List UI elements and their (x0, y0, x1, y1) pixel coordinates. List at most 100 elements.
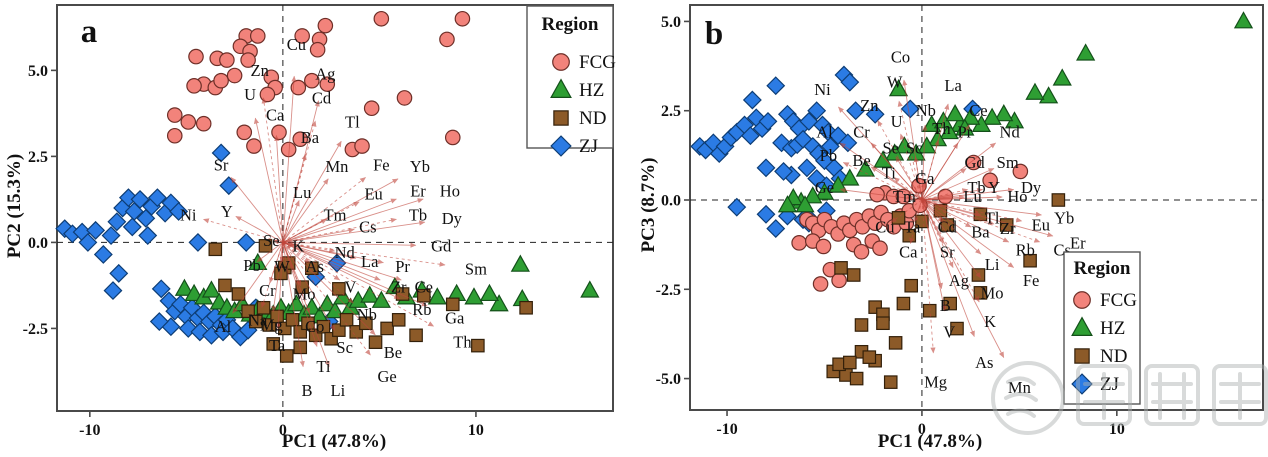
data-point-zj (211, 143, 231, 163)
data-point-zj (169, 201, 189, 221)
watermark-graphic (991, 361, 1268, 435)
data-point-fcg (166, 127, 183, 144)
data-point-fcg (219, 52, 235, 68)
element-label-ce: Ce (415, 278, 433, 297)
data-point-zj (107, 212, 127, 232)
element-label-tm: Tm (893, 187, 916, 206)
element-label-zr: Zr (1000, 219, 1016, 238)
nd-legend-marker (553, 110, 569, 126)
loading-arrow-ho (921, 194, 1003, 201)
loading-arrow-w (897, 100, 923, 201)
data-point-zj (758, 111, 778, 131)
data-point-hz (777, 195, 798, 213)
element-label-ba: Ba (971, 223, 990, 242)
x-tick-label: 10 (468, 422, 484, 439)
zj-legend-marker (550, 135, 572, 157)
loading-arrow-al (839, 142, 923, 201)
legend-title: Region (542, 14, 599, 35)
loading-arrow-ce (282, 241, 402, 281)
data-point-fcg (236, 124, 253, 141)
data-point-fcg (304, 72, 320, 89)
legend: Region FCG HZ ND ZJ (1063, 251, 1141, 405)
data-point-nd (471, 338, 485, 353)
data-point-fcg (292, 131, 309, 147)
data-point-zj (756, 158, 776, 178)
y-axis-title: PC3 (8.7%) (638, 158, 659, 253)
data-point-hz (917, 136, 937, 154)
element-label-cr: Cr (259, 281, 276, 300)
legend-label-zj: ZJ (1100, 374, 1119, 395)
element-label-y: Y (988, 178, 1000, 197)
element-label-as: As (306, 257, 324, 276)
data-point-nd (368, 335, 383, 349)
element-label-u: U (244, 85, 256, 104)
panel-b: Co W La Ni Zn Nb Ce U Al Cr Th Pr Nd Pb Be Se Sc Gd Sm Ti Ga… (638, 4, 1264, 452)
element-label-cd: Cd (938, 217, 958, 236)
data-point-nd (896, 296, 911, 311)
loading-arrow-mg (921, 199, 936, 354)
data-point-fcg (317, 17, 334, 34)
fcg-legend-marker (552, 53, 570, 71)
legend-label-nd: ND (1100, 346, 1127, 367)
element-label-sc: Sc (336, 338, 353, 357)
data-point-nd (258, 239, 273, 253)
element-label-pb: Pb (820, 146, 837, 165)
data-point-zj (130, 189, 150, 209)
data-point-zj (103, 281, 123, 301)
data-point-zj (178, 318, 198, 338)
data-point-hz (982, 107, 1002, 125)
loading-arrow-yb (921, 199, 1042, 217)
data-point-zj (138, 226, 158, 245)
element-label-yb: Yb (410, 157, 430, 176)
element-label-la: La (361, 252, 379, 271)
data-point-fcg (982, 172, 998, 189)
loading-arrow-pr (921, 142, 959, 201)
loading-arrow-b (282, 242, 305, 368)
loading-arrow-ca (274, 134, 284, 243)
data-point-hz (961, 107, 981, 125)
element-label-ni: Ni (180, 205, 197, 224)
y-tick-label: 2.5 (28, 149, 48, 166)
data-point-nd (834, 261, 848, 275)
loading-arrow-u (253, 117, 284, 243)
loading-arrow-rb (921, 199, 1010, 243)
element-label-ca: Ca (899, 242, 918, 261)
data-point-fcg (373, 10, 390, 27)
data-point-fcg (290, 79, 307, 96)
element-label-w: W (274, 257, 290, 276)
element-label-ca: Ca (266, 106, 285, 125)
data-point-fcg (259, 86, 276, 103)
data-point-hz (873, 150, 893, 168)
loading-arrow-ho (282, 198, 424, 243)
loading-arrow-th (282, 242, 435, 327)
element-label-na: Na (248, 310, 268, 329)
loading-arrow-pr (282, 241, 384, 265)
element-label-be: Be (852, 151, 870, 170)
data-point-nd (249, 314, 263, 329)
data-point-fcg (831, 272, 847, 289)
y-tick-label: 2.5 (661, 103, 681, 120)
element-label-pr: Pr (395, 257, 410, 276)
data-point-fcg (812, 276, 829, 292)
element-label-al: Al (816, 123, 833, 142)
data-point-fcg (226, 67, 243, 84)
data-point-hz (888, 79, 909, 97)
element-label-v: V (344, 278, 356, 297)
element-label-nb: Nb (916, 101, 936, 120)
element-label-u: U (891, 112, 903, 131)
data-point-zj (109, 263, 129, 283)
fcg-legend-marker (1073, 291, 1091, 309)
element-label-se: Se (263, 231, 280, 250)
data-point-fcg (363, 100, 380, 117)
y-axis-title: PC2 (15.3%) (4, 154, 25, 258)
element-label-zn: Zn (251, 61, 269, 80)
data-point-nd (359, 316, 373, 331)
data-point-nd (1023, 253, 1037, 268)
data-point-hz (1233, 11, 1254, 29)
data-point-hz (1025, 82, 1045, 100)
data-point-zj (807, 101, 827, 121)
data-point-nd (339, 313, 354, 327)
legend-label-nd: ND (579, 108, 606, 129)
data-point-zj (799, 111, 819, 131)
data-point-zj (865, 104, 885, 124)
